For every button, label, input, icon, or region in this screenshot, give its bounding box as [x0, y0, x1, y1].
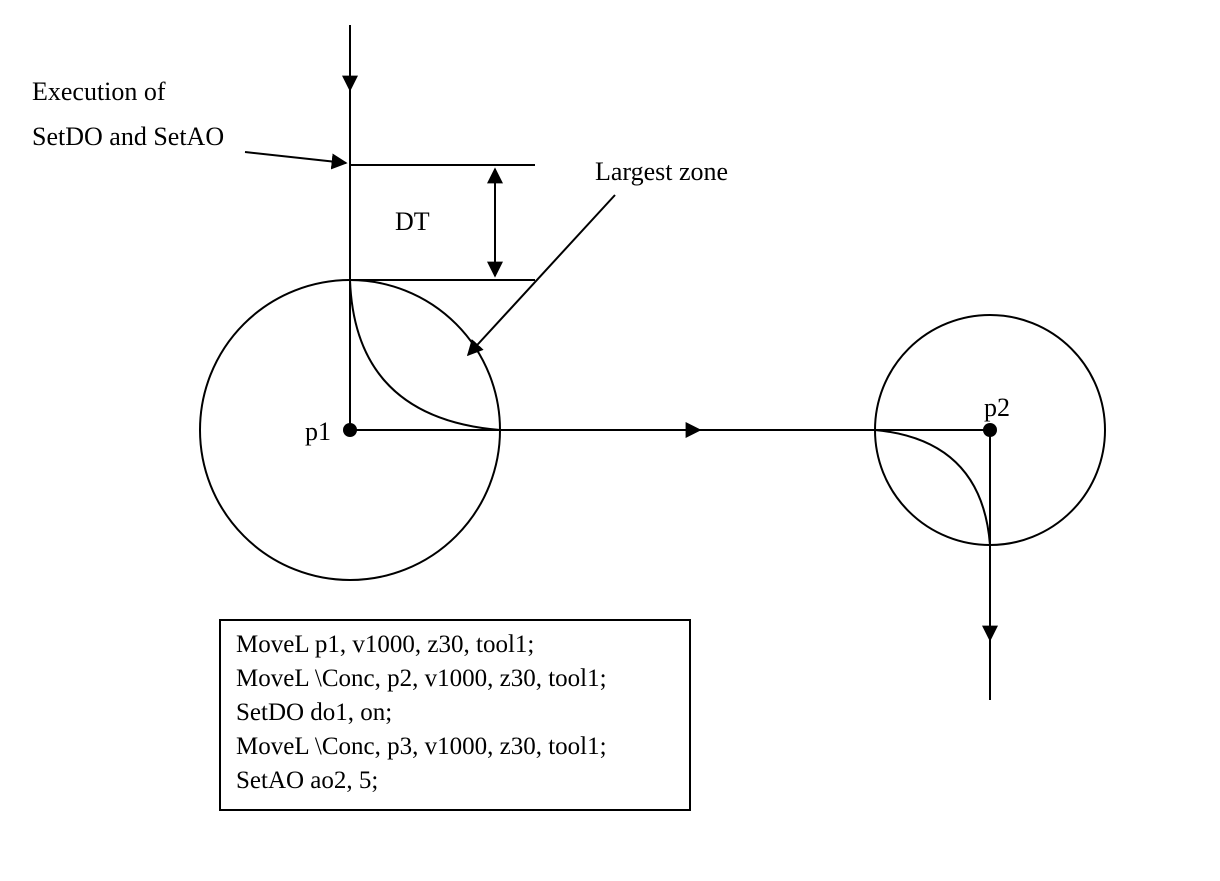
point-p2-dot [983, 423, 997, 437]
annotation-execution-line2: SetDO and SetAO [32, 122, 224, 151]
dt-label: DT [395, 207, 430, 236]
codebox-line: MoveL \Conc, p3, v1000, z30, tool1; [236, 733, 607, 760]
annotation-largest-zone-arrow [468, 195, 615, 355]
diagram-canvas: DT p1 p2 Execution of SetDO and SetAO La… [0, 0, 1220, 881]
codebox-line: MoveL \Conc, p2, v1000, z30, tool1; [236, 665, 607, 692]
path-curve-p1 [350, 280, 500, 430]
annotation-largest-zone: Largest zone [595, 157, 728, 186]
codebox-line: MoveL p1, v1000, z30, tool1; [236, 631, 534, 658]
point-p2-label: p2 [984, 393, 1010, 422]
point-p1-label: p1 [305, 417, 331, 446]
path-curve-p2 [875, 430, 990, 545]
annotation-execution-arrow [245, 152, 346, 163]
point-p1-dot [343, 423, 357, 437]
codebox-line: SetDO do1, on; [236, 699, 392, 726]
codebox-line: SetAO ao2, 5; [236, 767, 378, 794]
annotation-execution-line1: Execution of [32, 77, 166, 106]
